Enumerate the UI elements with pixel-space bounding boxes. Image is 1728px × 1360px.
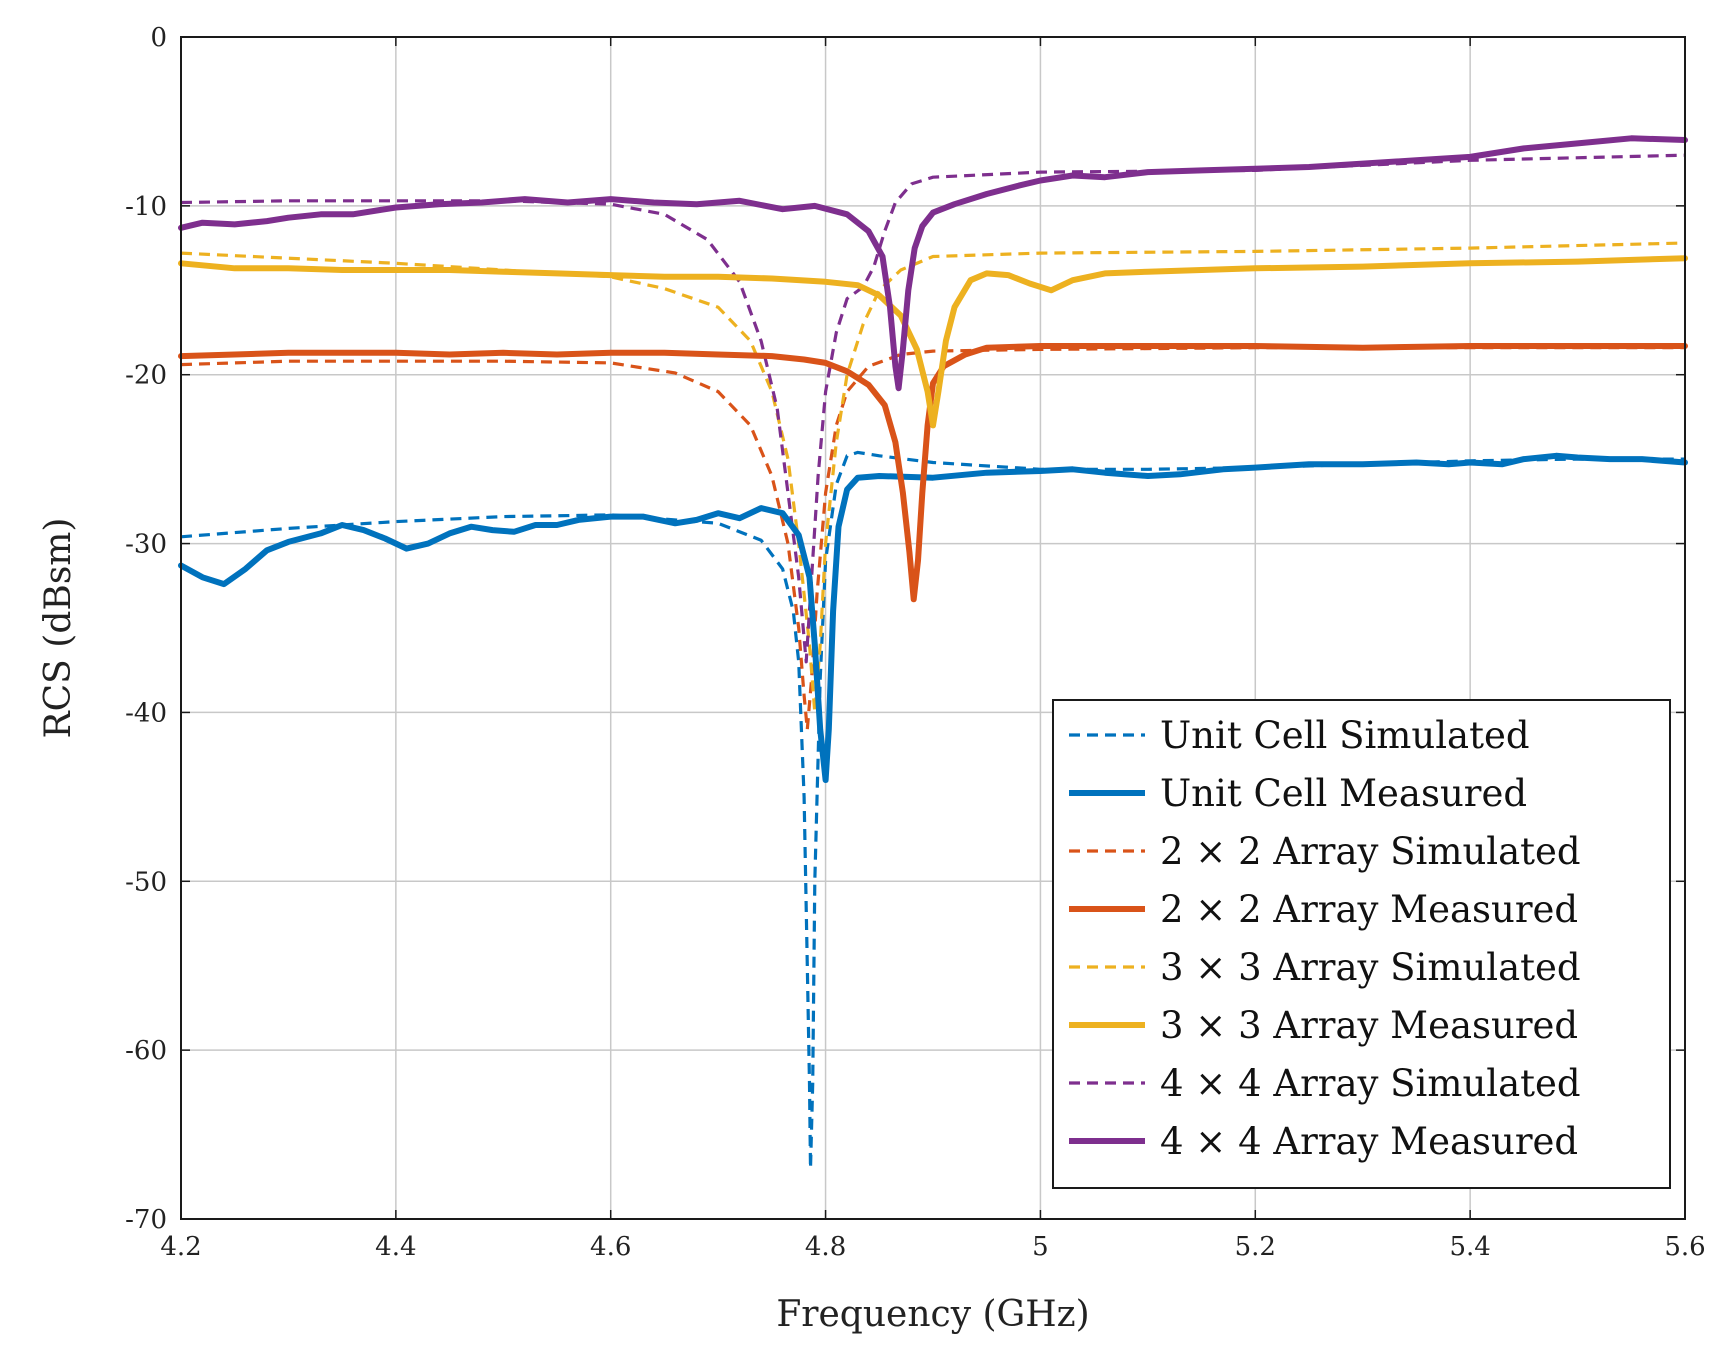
legend-label-4-x-4-array-measured: 4 × 4 Array Measured [1160,1120,1578,1163]
series-line-2-x-2-array-measured [178,343,1688,603]
y-tick-label: -60 [125,1036,167,1066]
x-axis-title: Frequency (GHz) [776,1294,1089,1335]
legend-label-3-x-3-array-measured: 3 × 3 Array Measured [1160,1004,1578,1047]
y-tick-label: -10 [125,192,167,222]
series-line-2-x-2-array-simulated [180,346,1685,731]
y-tick-label: -20 [125,361,167,391]
plot-frame [180,36,1686,1220]
legend-label-2-x-2-array-simulated: 2 × 2 Array Simulated [1160,830,1581,873]
x-tick-label: 4.2 [160,1232,201,1262]
x-tick-label: 4.4 [375,1232,416,1262]
x-tick-label: 5.4 [1449,1232,1490,1262]
y-tick-label: -30 [125,530,167,560]
series-line-3-x-3-array-measured [178,255,1688,429]
x-tick-label: 4.8 [805,1232,846,1262]
legend: Unit Cell Simulated Unit Cell Measured 2 ×… [1052,699,1671,1189]
series-line-4-x-4-array-simulated [180,153,1686,664]
legend-label-4-x-4-array-simulated: 4 × 4 Array Simulated [1160,1062,1581,1105]
x-tick-label: 5.2 [1235,1232,1276,1262]
series-line-unit-cell-measured [178,452,1688,783]
legend-label-unit-cell-simulated: Unit Cell Simulated [1160,714,1530,757]
y-axis-title: RCS (dBsm) [38,518,79,739]
axis-ticks: 4.2 4.4 4.6 4.8 5 5.2 5.4 5.6 0 -10 -20 -30 -40 -50 -6… [125,23,1706,1262]
plot-series [178,135,1688,1170]
legend-box [1052,699,1671,1189]
y-tick-label: 0 [150,23,167,53]
y-tick-label: -40 [125,698,167,728]
x-tick-label: 5.6 [1664,1232,1705,1262]
x-tick-label: 4.6 [590,1232,631,1262]
x-tick-label: 5 [1032,1232,1049,1262]
legend-label-2-x-2-array-measured: 2 × 2 Array Measured [1160,888,1578,931]
y-tick-label: -50 [125,867,167,897]
series-line-3-x-3-array-simulated [180,241,1686,714]
series-line-unit-cell-simulated [180,450,1685,1170]
legend-label-3-x-3-array-simulated: 3 × 3 Array Simulated [1160,946,1581,989]
y-tick-label: -70 [125,1205,167,1235]
series-line-4-x-4-array-measured [178,135,1688,392]
legend-label-unit-cell-measured: Unit Cell Measured [1160,772,1527,815]
